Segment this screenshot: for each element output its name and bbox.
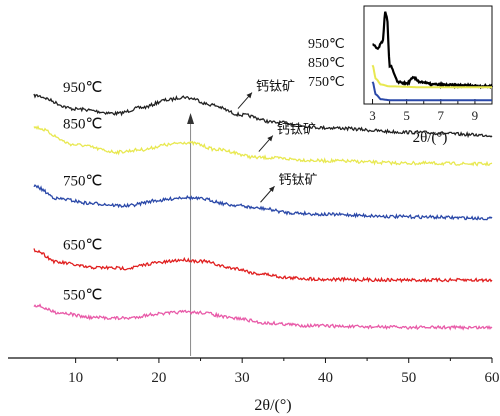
inset-series-label-850: 850℃ xyxy=(308,56,345,71)
series-line-750 xyxy=(33,184,493,221)
series-line-850 xyxy=(33,125,493,167)
annotation-label-2: 钙钛矿 xyxy=(279,173,318,188)
inset-series-group xyxy=(371,11,493,102)
series-line-550 xyxy=(33,303,493,331)
inset-x-axis-title: 2θ/(°) xyxy=(413,130,448,146)
x-tick-label-30: 30 xyxy=(235,370,250,386)
series-label-650: 650℃ xyxy=(63,237,102,253)
annotation-arrowhead-0 xyxy=(246,92,253,99)
annotation-arrowhead-1 xyxy=(267,135,273,142)
inset-x-tick-label-7: 7 xyxy=(438,108,445,123)
series-label-750: 750℃ xyxy=(63,173,102,189)
annotation-label-1: 钙钛矿 xyxy=(277,123,316,138)
series-label-850: 850℃ xyxy=(63,117,102,133)
main-x-ticks: 10 20 30 40 50 60 xyxy=(68,358,500,386)
inset-series-line-850 xyxy=(371,64,492,89)
inset-series-label-750: 750℃ xyxy=(308,75,345,90)
inset-series-line-750 xyxy=(371,81,492,102)
main-series-group: 950℃ 850℃ 750℃ 650℃ 550℃ xyxy=(33,80,493,331)
series-label-550: 550℃ xyxy=(63,287,102,303)
series-line-650 xyxy=(33,248,493,284)
inset-x-tick-label-3: 3 xyxy=(369,108,376,123)
annotation-arrowhead-2 xyxy=(268,186,275,193)
inset-series-label-950: 950℃ xyxy=(308,37,345,52)
inset-frame xyxy=(363,5,493,105)
x-tick-label-60: 60 xyxy=(485,370,500,386)
annotation-label-0: 钙钛矿 xyxy=(256,80,295,95)
inset-x-tick-label-5: 5 xyxy=(403,108,410,123)
series-line-950 xyxy=(33,93,493,139)
x-tick-label-40: 40 xyxy=(318,370,333,386)
main-x-axis-title: 2θ/(°) xyxy=(254,397,291,414)
reference-line-arrow xyxy=(187,113,195,124)
inset-x-tick-label-9: 9 xyxy=(472,108,479,123)
x-tick-label-10: 10 xyxy=(68,370,83,386)
series-label-950: 950℃ xyxy=(63,80,102,96)
inset-plot: 3 5 7 9 950℃ 850℃ 750℃ 2θ/(°) xyxy=(308,5,493,146)
x-tick-label-50: 50 xyxy=(401,370,416,386)
inset-series-labels: 950℃ 850℃ 750℃ xyxy=(308,37,345,90)
x-tick-label-20: 20 xyxy=(151,370,166,386)
